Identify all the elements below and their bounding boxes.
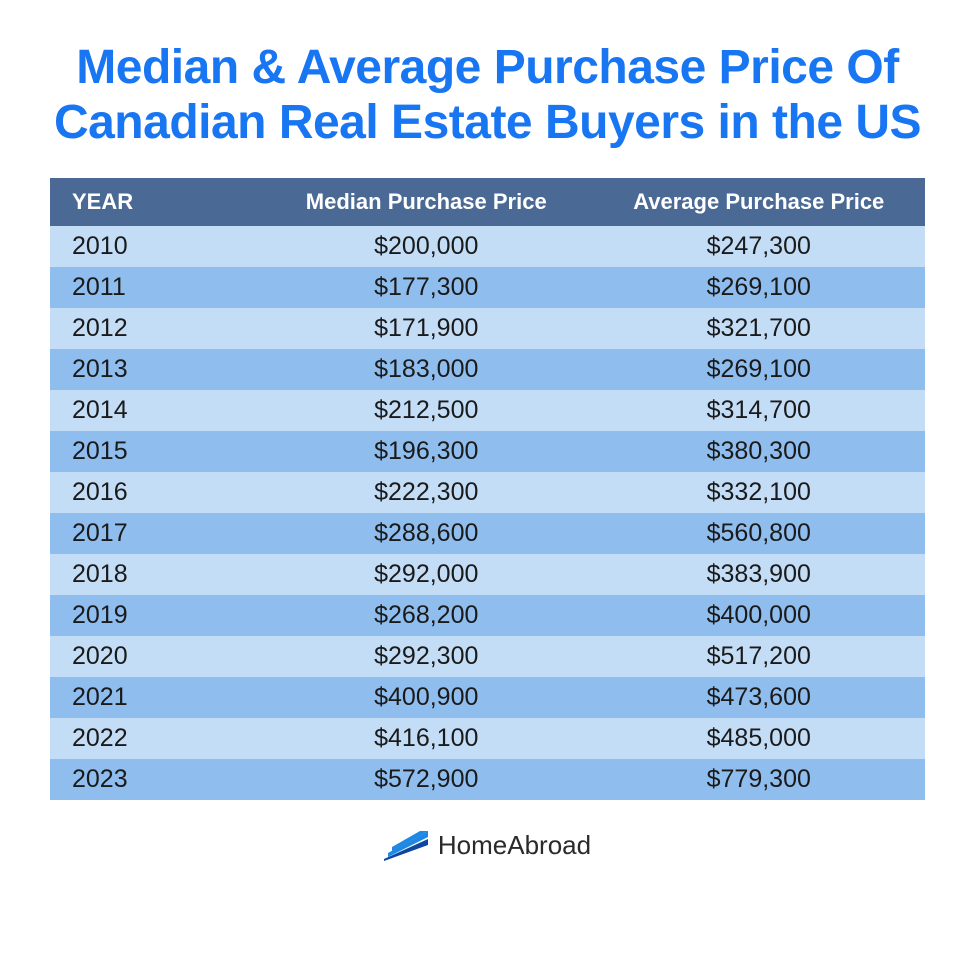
table-row: 2020$292,300$517,200 xyxy=(50,636,925,677)
table-row: 2019$268,200$400,000 xyxy=(50,595,925,636)
table-row: 2011$177,300$269,100 xyxy=(50,267,925,308)
table-header-row: YEAR Median Purchase Price Average Purch… xyxy=(50,178,925,226)
cell-year: 2023 xyxy=(50,765,260,794)
cell-year: 2010 xyxy=(50,232,260,261)
cell-average: $321,700 xyxy=(593,314,926,343)
cell-median: $288,600 xyxy=(260,519,593,548)
cell-median: $400,900 xyxy=(260,683,593,712)
cell-year: 2014 xyxy=(50,396,260,425)
cell-year: 2011 xyxy=(50,273,260,302)
cell-average: $269,100 xyxy=(593,273,926,302)
cell-average: $380,300 xyxy=(593,437,926,466)
cell-median: $292,300 xyxy=(260,642,593,671)
col-header-year: YEAR xyxy=(50,189,260,215)
brand-logo-icon xyxy=(384,831,428,861)
table-row: 2023$572,900$779,300 xyxy=(50,759,925,800)
cell-year: 2019 xyxy=(50,601,260,630)
brand-name: HomeAbroad xyxy=(438,830,591,861)
cell-average: $473,600 xyxy=(593,683,926,712)
cell-median: $292,000 xyxy=(260,560,593,589)
table-row: 2012$171,900$321,700 xyxy=(50,308,925,349)
cell-median: $268,200 xyxy=(260,601,593,630)
cell-year: 2013 xyxy=(50,355,260,384)
table-row: 2010$200,000$247,300 xyxy=(50,226,925,267)
footer-brand: HomeAbroad xyxy=(384,830,591,861)
cell-average: $560,800 xyxy=(593,519,926,548)
cell-year: 2012 xyxy=(50,314,260,343)
cell-average: $485,000 xyxy=(593,724,926,753)
cell-average: $314,700 xyxy=(593,396,926,425)
page-title: Median & Average Purchase Price Of Canad… xyxy=(50,40,925,150)
col-header-average: Average Purchase Price xyxy=(593,189,926,215)
cell-average: $247,300 xyxy=(593,232,926,261)
cell-year: 2015 xyxy=(50,437,260,466)
col-header-median: Median Purchase Price xyxy=(260,189,593,215)
cell-average: $383,900 xyxy=(593,560,926,589)
cell-year: 2018 xyxy=(50,560,260,589)
cell-median: $416,100 xyxy=(260,724,593,753)
table-row: 2021$400,900$473,600 xyxy=(50,677,925,718)
cell-median: $196,300 xyxy=(260,437,593,466)
cell-median: $222,300 xyxy=(260,478,593,507)
cell-average: $269,100 xyxy=(593,355,926,384)
table-row: 2022$416,100$485,000 xyxy=(50,718,925,759)
cell-median: $171,900 xyxy=(260,314,593,343)
price-table: YEAR Median Purchase Price Average Purch… xyxy=(50,178,925,800)
cell-average: $400,000 xyxy=(593,601,926,630)
table-row: 2016$222,300$332,100 xyxy=(50,472,925,513)
cell-year: 2016 xyxy=(50,478,260,507)
cell-year: 2021 xyxy=(50,683,260,712)
table-row: 2017$288,600$560,800 xyxy=(50,513,925,554)
cell-year: 2022 xyxy=(50,724,260,753)
cell-median: $572,900 xyxy=(260,765,593,794)
table-row: 2013$183,000$269,100 xyxy=(50,349,925,390)
table-row: 2014$212,500$314,700 xyxy=(50,390,925,431)
cell-average: $517,200 xyxy=(593,642,926,671)
cell-year: 2020 xyxy=(50,642,260,671)
cell-average: $779,300 xyxy=(593,765,926,794)
cell-median: $212,500 xyxy=(260,396,593,425)
table-row: 2015$196,300$380,300 xyxy=(50,431,925,472)
cell-average: $332,100 xyxy=(593,478,926,507)
cell-median: $177,300 xyxy=(260,273,593,302)
cell-median: $200,000 xyxy=(260,232,593,261)
cell-median: $183,000 xyxy=(260,355,593,384)
cell-year: 2017 xyxy=(50,519,260,548)
table-row: 2018$292,000$383,900 xyxy=(50,554,925,595)
